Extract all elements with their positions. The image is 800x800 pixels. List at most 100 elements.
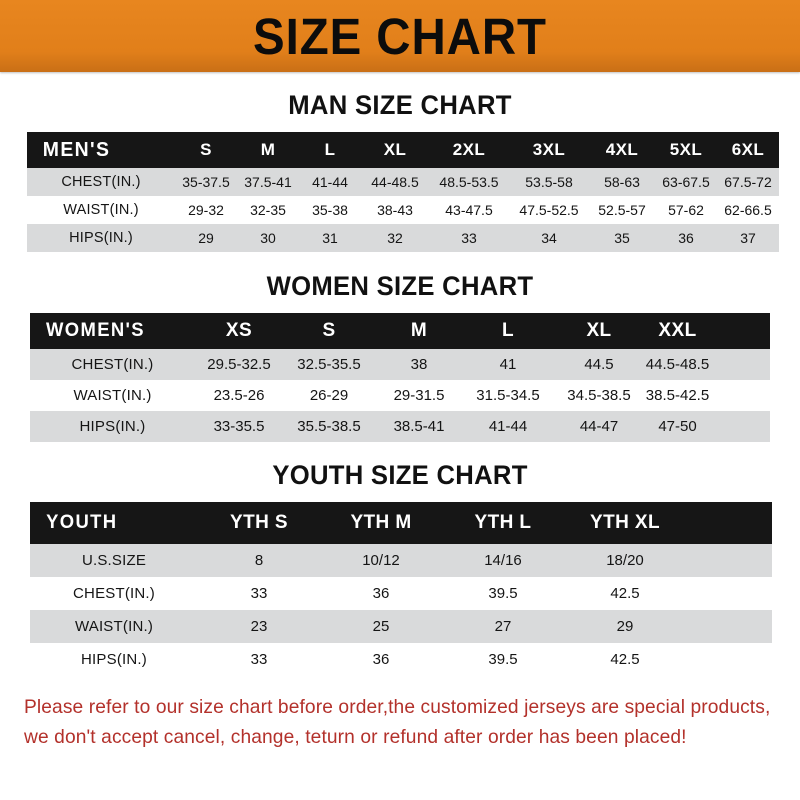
table-row: WAIST(IN.) 23.5-26 26-29 29-31.5 31.5-34… [30, 380, 770, 411]
cell: 41-44 [488, 418, 528, 435]
table-row: WAIST(IN.) 29-32 32-35 35-38 38-43 43-47… [27, 196, 779, 224]
page-title: SIZE CHART [253, 7, 547, 65]
row-label: WAIST(IN.) [73, 387, 152, 404]
cell: 8 [254, 552, 264, 569]
cell: 36 [372, 651, 390, 668]
cell: 36 [678, 230, 694, 246]
youth-size-table-wrap: YOUTH YTH S YTH M YTH L YTH XL U.S.SIZE … [0, 502, 800, 676]
row-label: WAIST(IN.) [63, 202, 139, 218]
cell: 48.5-53.5 [439, 174, 499, 190]
man-size-table-wrap: MEN'S S M L XL 2XL 3XL 4XL 5XL 6XL CHEST… [0, 132, 800, 252]
col-header: YTH XL [590, 512, 660, 533]
table-row: CHEST(IN.) 35-37.5 37.5-41 41-44 44-48.5… [27, 168, 779, 196]
cell: 29-31.5 [393, 387, 445, 404]
row-label: CHEST(IN.) [61, 174, 141, 190]
col-header: XL [586, 320, 612, 341]
col-header: 6XL [731, 140, 765, 159]
cell-empty [686, 610, 772, 643]
cell: 32-35 [250, 202, 286, 218]
cell: 38-43 [377, 202, 413, 218]
cell: 35 [614, 230, 630, 246]
cell: 29-32 [188, 202, 224, 218]
cell-empty [686, 577, 772, 610]
cell: 18/20 [606, 552, 644, 569]
cell: 35-38 [312, 202, 348, 218]
cell: 35-37.5 [182, 174, 230, 190]
table-row: CHEST(IN.) 33 36 39.5 42.5 [30, 577, 772, 610]
cell: 33 [461, 230, 477, 246]
table-header-row: WOMEN'S XS S M L XL XXL [30, 313, 770, 349]
row-label: HIPS(IN.) [79, 418, 146, 435]
cell: 32 [387, 230, 403, 246]
cell: 37 [740, 230, 756, 246]
cell: 33 [250, 651, 268, 668]
cell: 14/16 [484, 552, 522, 569]
cell: 44-47 [579, 418, 619, 435]
cell: 39.5 [488, 651, 518, 668]
col-header: XL [383, 140, 407, 159]
cell-empty [686, 544, 772, 577]
section-title-man: MAN SIZE CHART [288, 90, 512, 120]
col-header-empty [710, 313, 770, 349]
table-row: HIPS(IN.) 33 36 39.5 42.5 [30, 643, 772, 676]
cell: 63-67.5 [662, 174, 710, 190]
table-row: CHEST(IN.) 29.5-32.5 32.5-35.5 38 41 44.… [30, 349, 770, 380]
cell: 38.5-42.5 [645, 387, 710, 404]
cell-empty [710, 349, 770, 380]
cell: 35.5-38.5 [297, 418, 361, 435]
corner-label: MEN'S [42, 138, 111, 161]
cell: 31.5-34.5 [476, 387, 540, 404]
cell: 27 [494, 618, 512, 635]
row-label: U.S.SIZE [81, 552, 147, 569]
col-header: 3XL [532, 140, 566, 159]
cell: 42.5 [610, 651, 640, 668]
col-header: L [501, 320, 514, 341]
cell: 44-48.5 [371, 174, 419, 190]
row-label: WAIST(IN.) [74, 618, 154, 635]
col-header: 4XL [605, 140, 639, 159]
cell: 29 [616, 618, 634, 635]
cell-empty [710, 380, 770, 411]
cell-empty [710, 411, 770, 442]
cell: 52.5-57 [598, 202, 646, 218]
cell: 34 [541, 230, 557, 246]
table-header-row: YOUTH YTH S YTH M YTH L YTH XL [30, 502, 772, 544]
cell: 23.5-26 [213, 387, 265, 404]
cell: 26-29 [309, 387, 349, 404]
row-label: HIPS(IN.) [81, 651, 147, 668]
col-header: YTH S [230, 512, 288, 533]
women-size-table: WOMEN'S XS S M L XL XXL CHEST(IN.) 29.5-… [30, 313, 770, 442]
cell: 38.5-41 [393, 418, 445, 435]
table-row: HIPS(IN.) 33-35.5 35.5-38.5 38.5-41 41-4… [30, 411, 770, 442]
women-size-table-wrap: WOMEN'S XS S M L XL XXL CHEST(IN.) 29.5-… [0, 313, 800, 442]
col-header: YTH L [474, 512, 532, 533]
cell: 30 [260, 230, 276, 246]
col-header: M [410, 320, 428, 341]
cell: 62-66.5 [724, 202, 772, 218]
youth-size-table: YOUTH YTH S YTH M YTH L YTH XL U.S.SIZE … [30, 502, 772, 676]
cell: 37.5-41 [244, 174, 292, 190]
row-label: HIPS(IN.) [69, 230, 133, 246]
col-header: M [260, 140, 276, 159]
cell: 33 [250, 585, 268, 602]
cell: 33-35.5 [213, 418, 265, 435]
man-size-table: MEN'S S M L XL 2XL 3XL 4XL 5XL 6XL CHEST… [27, 132, 779, 252]
cell: 44.5 [584, 356, 614, 373]
col-header: XS [225, 320, 253, 341]
cell: 31 [322, 230, 338, 246]
cell: 38 [410, 356, 428, 373]
cell: 25 [372, 618, 390, 635]
col-header-empty [686, 502, 772, 544]
cell-empty [686, 643, 772, 676]
cell: 57-62 [668, 202, 704, 218]
col-header: S [322, 320, 336, 341]
corner-label: YOUTH [46, 512, 118, 533]
cell: 58-63 [604, 174, 640, 190]
cell: 47-50 [658, 418, 697, 435]
section-title-women: WOMEN SIZE CHART [266, 271, 534, 301]
cell: 44.5-48.5 [645, 356, 710, 373]
col-header: 2XL [452, 140, 486, 159]
cell: 29.5-32.5 [207, 356, 271, 373]
table-row: WAIST(IN.) 23 25 27 29 [30, 610, 772, 643]
col-header: XXL [658, 320, 697, 341]
